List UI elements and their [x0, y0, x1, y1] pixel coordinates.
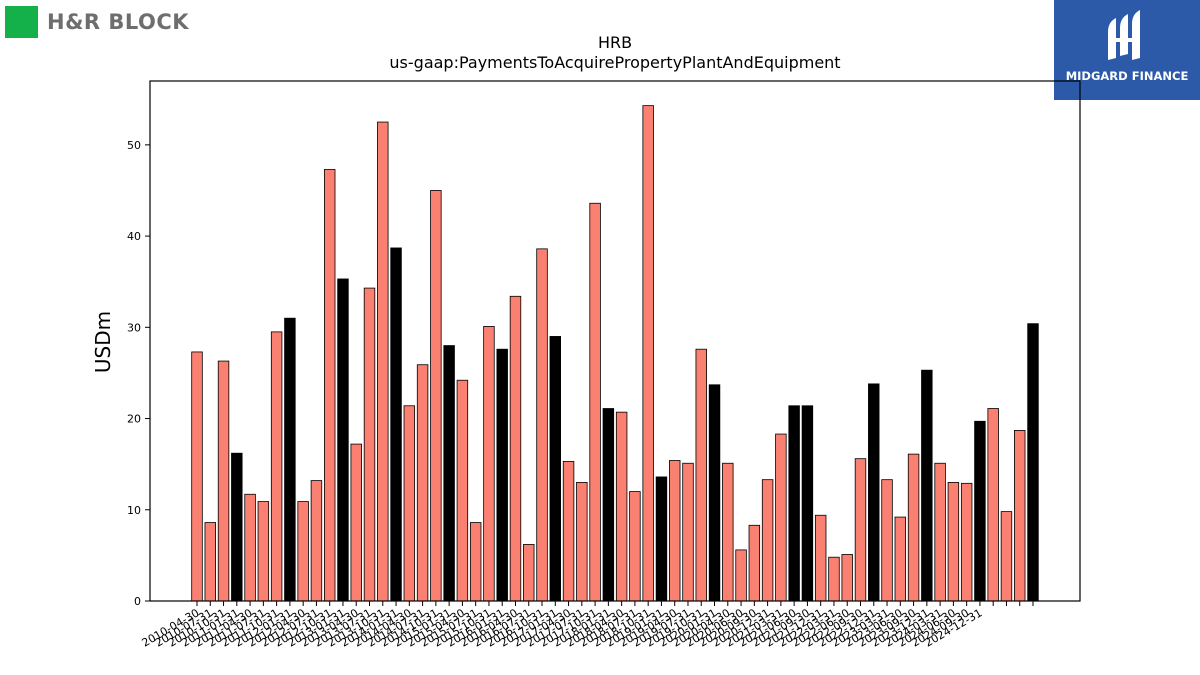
bar — [469, 522, 482, 602]
bar — [987, 408, 999, 602]
bar — [748, 524, 761, 602]
bar — [655, 476, 668, 602]
bar — [377, 121, 389, 602]
bar — [589, 202, 601, 602]
bar — [430, 190, 442, 602]
hr-block-logo-square — [5, 6, 38, 38]
bar — [231, 452, 243, 602]
bar — [841, 554, 853, 602]
y-axis-label: USDm — [91, 311, 115, 373]
chart-subtitle: us-gaap:PaymentsToAcquirePropertyPlantAn… — [389, 53, 840, 72]
bar — [363, 287, 376, 602]
bar — [191, 351, 203, 602]
bar — [881, 479, 893, 602]
bar — [204, 522, 216, 602]
bar — [244, 493, 256, 602]
bar — [814, 514, 827, 602]
bar — [921, 369, 933, 602]
bar — [735, 549, 747, 602]
bar — [1000, 511, 1013, 602]
bar — [722, 462, 734, 602]
bar — [629, 491, 641, 602]
bar — [403, 405, 416, 602]
bar — [323, 169, 336, 602]
bar — [788, 405, 800, 602]
bar — [297, 501, 309, 602]
bar — [974, 420, 986, 602]
bar — [615, 411, 628, 602]
bar — [894, 516, 907, 602]
bar — [695, 348, 707, 602]
bar — [390, 247, 402, 602]
bar — [549, 336, 561, 602]
bar — [1014, 429, 1026, 602]
midgard-logo-text: MIDGARD FINANCE — [1065, 69, 1189, 83]
bar — [350, 443, 362, 602]
y-axis: 0 10 20 30 40 50 — [127, 139, 150, 608]
y-tick-label: 30 — [127, 321, 141, 334]
bar — [270, 331, 283, 602]
midgard-mark-icon — [1108, 10, 1140, 60]
bar — [934, 462, 946, 602]
bar — [536, 248, 548, 602]
bar — [416, 364, 429, 602]
bar — [496, 348, 508, 602]
x-axis: 2010-04-302010-07-312010-10-312011-01-31… — [140, 601, 1034, 650]
plot-frame — [149, 80, 1081, 602]
bar — [761, 479, 774, 602]
bar — [947, 481, 960, 602]
bar — [523, 544, 535, 602]
bar — [310, 480, 323, 602]
bar — [217, 360, 230, 602]
bar — [960, 482, 973, 602]
hr-block-logo-text: H&R BLOCK — [47, 10, 190, 34]
bar — [337, 278, 349, 602]
bar — [682, 462, 694, 602]
chart-title: HRB — [598, 33, 632, 52]
bar — [483, 325, 495, 602]
bar — [801, 405, 814, 602]
bar — [907, 453, 920, 602]
bar — [669, 460, 681, 602]
y-tick-label: 10 — [127, 504, 141, 517]
bar — [257, 501, 270, 602]
bars-group — [191, 105, 1039, 602]
bar — [642, 105, 654, 602]
bar — [576, 481, 588, 602]
bar — [708, 384, 721, 602]
y-tick-label: 40 — [127, 230, 141, 243]
bar — [775, 433, 787, 602]
bar — [1027, 323, 1039, 602]
y-tick-label: 50 — [127, 139, 141, 152]
bar — [562, 461, 575, 602]
bar — [854, 458, 867, 602]
midgard-finance-logo: MIDGARD FINANCE — [1054, 0, 1200, 100]
bar — [868, 383, 880, 602]
bar — [602, 408, 615, 602]
bar — [284, 317, 296, 602]
y-tick-label: 0 — [134, 595, 141, 608]
bar — [456, 379, 469, 602]
bar — [443, 345, 455, 602]
bar — [828, 556, 840, 602]
y-tick-label: 20 — [127, 413, 141, 426]
bar — [509, 295, 522, 602]
hr-block-logo: H&R BLOCK — [5, 6, 189, 38]
